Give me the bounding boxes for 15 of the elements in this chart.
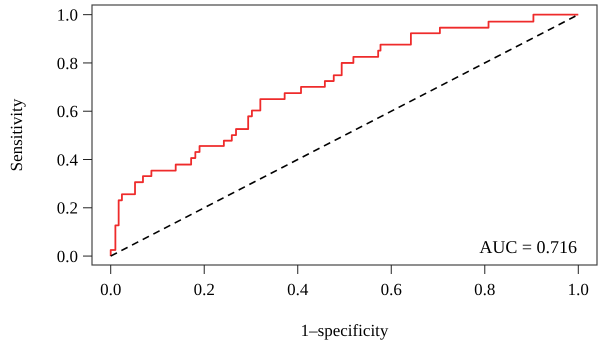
- y-tick-label: 1.0: [56, 6, 78, 25]
- x-tick-label: 0.2: [194, 280, 215, 299]
- x-tick-label: 0.6: [380, 280, 402, 299]
- x-tick-label: 1.0: [568, 280, 589, 299]
- y-tick-label: 0.4: [56, 150, 78, 170]
- y-tick-label: 0.0: [56, 247, 78, 266]
- y-axis-title: Sensitivity: [7, 98, 26, 172]
- y-tick-label: 0.6: [56, 102, 78, 122]
- y-tick-label: 0.8: [56, 54, 78, 73]
- annotation: AUC = 0.716: [479, 237, 577, 257]
- x-tick-label: 0.0: [100, 280, 122, 299]
- x-axis-title: 1–specificity: [300, 321, 389, 340]
- x-tick-label: 0.8: [474, 280, 496, 299]
- x-tick-label: 0.4: [287, 280, 309, 299]
- y-tick-label: 0.2: [56, 198, 78, 218]
